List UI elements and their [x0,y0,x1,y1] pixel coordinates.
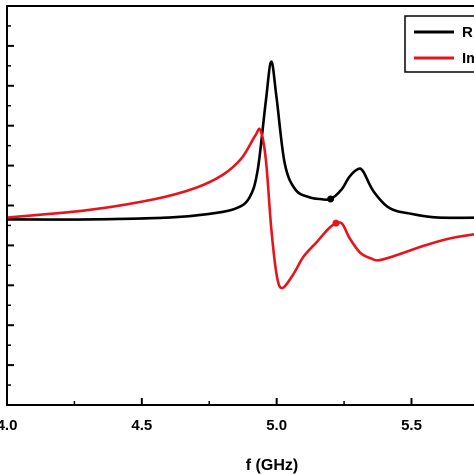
legend-label-r: R [462,24,473,41]
x-tick-label: 5.0 [266,417,287,434]
data-marker-r [327,195,335,203]
series-line-im [6,127,474,290]
x-tick-label: 4.5 [131,417,152,434]
legend-box [404,15,474,73]
x-tick-label: 4.0 [0,417,17,434]
x-axis-title: f (GHz) [246,457,298,474]
legend-label-im: Im [462,50,474,67]
series-line-r [6,60,474,221]
data-marker-im [332,219,340,227]
legend: R Im [404,15,474,73]
x-tick-label: 5.5 [401,417,422,434]
